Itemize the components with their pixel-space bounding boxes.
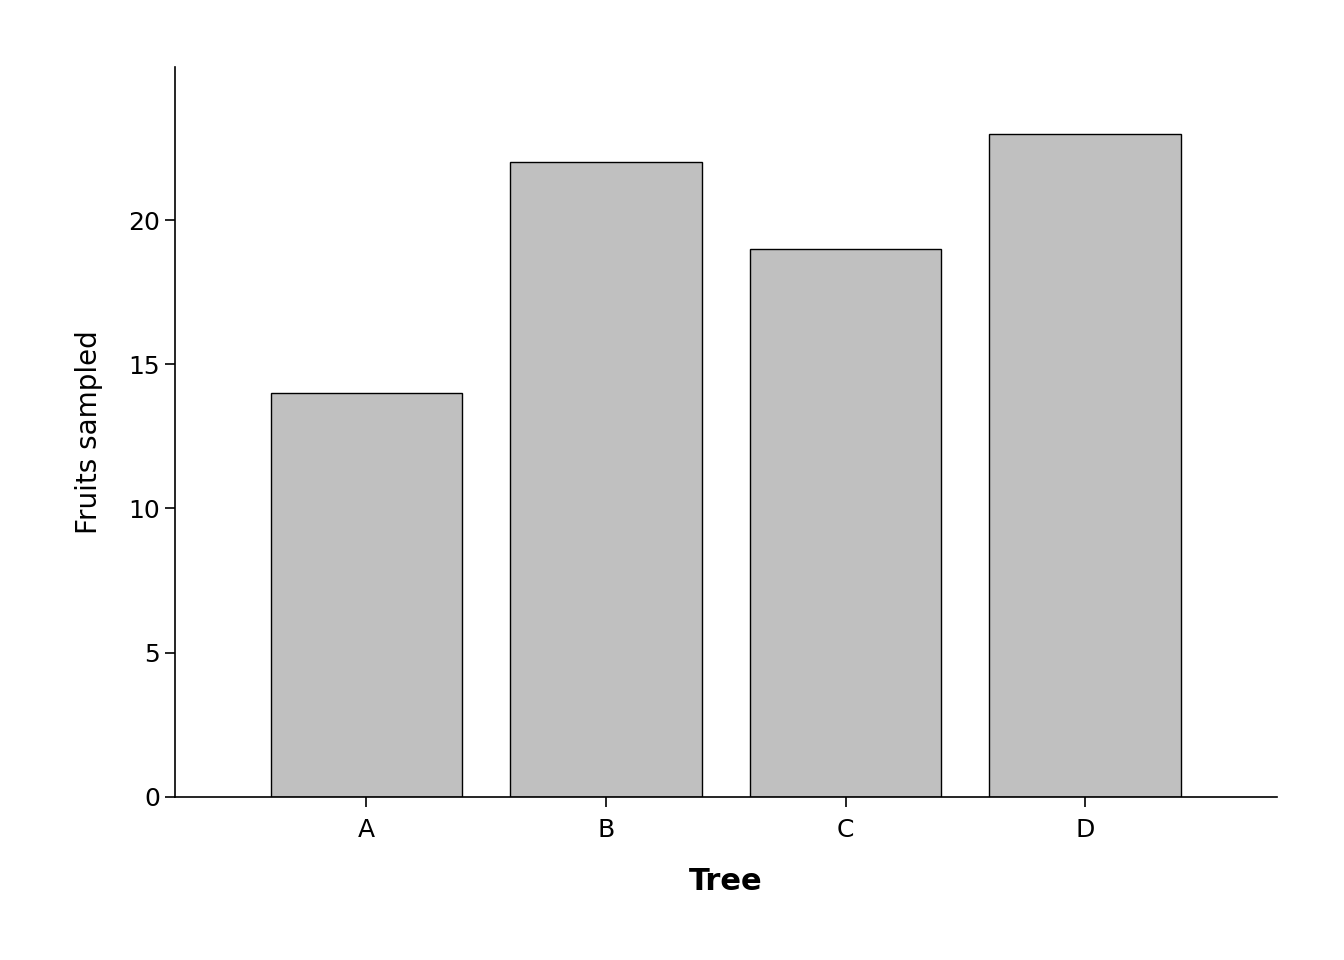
Bar — [750, 249, 941, 797]
X-axis label: Tree: Tree — [689, 867, 762, 896]
Bar — [270, 393, 462, 797]
Bar — [989, 133, 1181, 797]
Y-axis label: Fruits sampled: Fruits sampled — [75, 330, 103, 534]
Bar — [511, 162, 702, 797]
